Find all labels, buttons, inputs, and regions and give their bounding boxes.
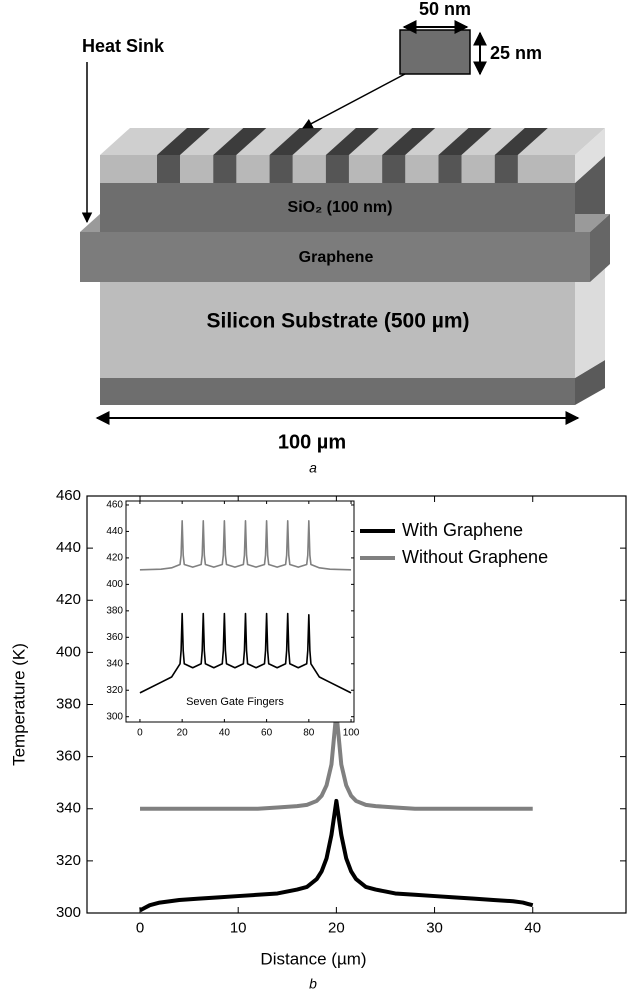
y-axis-label: Temperature (K) xyxy=(9,643,28,766)
heat-sink-label: Heat Sink xyxy=(82,36,165,56)
y-tick-label: 400 xyxy=(56,643,81,660)
oxide-label: SiO₂ (100 nm) xyxy=(288,199,393,216)
y-tick-label: 460 xyxy=(106,500,123,511)
x-tick-label: 80 xyxy=(303,728,315,739)
gate-finger xyxy=(157,155,180,183)
x-tick-label: 40 xyxy=(219,728,231,739)
y-tick-label: 420 xyxy=(56,591,81,608)
gate-cross-section xyxy=(400,30,470,74)
y-tick-label: 360 xyxy=(106,632,123,643)
y-tick-label: 340 xyxy=(56,800,81,817)
x-tick-label: 0 xyxy=(136,919,144,936)
substrate-label: Silicon Substrate (500 µm) xyxy=(206,310,469,333)
y-tick-label: 380 xyxy=(56,695,81,712)
x-tick-label: 40 xyxy=(524,919,541,936)
length-label: 100 µm xyxy=(278,431,346,453)
pointer-arrow xyxy=(303,74,405,128)
gate-finger xyxy=(213,155,236,183)
x-tick-label: 30 xyxy=(426,919,443,936)
caption: a xyxy=(309,460,317,476)
x-tick-label: 20 xyxy=(177,728,189,739)
y-tick-label: 300 xyxy=(56,904,81,921)
width-label: 50 nm xyxy=(419,0,471,19)
device-diagram: Heat Sink 50 nm 25 nm SiO₂ (100 nm) Grap… xyxy=(80,0,610,476)
y-tick-label: 440 xyxy=(56,539,81,556)
y-tick-label: 360 xyxy=(56,748,81,765)
y-tick-label: 380 xyxy=(106,605,123,616)
annotation: Seven Gate Fingers xyxy=(186,696,284,708)
gate-finger xyxy=(382,155,405,183)
bottom-layer xyxy=(100,378,575,405)
y-tick-label: 460 xyxy=(56,487,81,504)
gate-finger xyxy=(270,155,293,183)
legend-label: Without Graphene xyxy=(402,547,548,567)
y-tick-label: 300 xyxy=(106,711,123,722)
gate-finger xyxy=(326,155,349,183)
y-tick-label: 320 xyxy=(106,685,123,696)
y-tick-label: 400 xyxy=(106,579,123,590)
x-tick-label: 0 xyxy=(137,728,143,739)
plot-frame xyxy=(126,501,354,722)
graphene-label: Graphene xyxy=(299,249,374,266)
x-tick-label: 20 xyxy=(328,919,345,936)
caption: b xyxy=(309,976,317,990)
y-tick-label: 440 xyxy=(106,526,123,537)
x-tick-label: 10 xyxy=(230,919,247,936)
y-tick-label: 340 xyxy=(106,658,123,669)
height-label: 25 nm xyxy=(490,43,542,63)
x-tick-label: 60 xyxy=(261,728,273,739)
legend-label: With Graphene xyxy=(402,520,523,540)
gate-finger xyxy=(439,155,462,183)
gate-finger xyxy=(495,155,518,183)
figure: Heat Sink 50 nm 25 nm SiO₂ (100 nm) Grap… xyxy=(0,0,627,990)
x-tick-label: 100 xyxy=(343,728,360,739)
x-axis-label: Distance (µm) xyxy=(260,949,366,968)
y-tick-label: 420 xyxy=(106,553,123,564)
y-tick-label: 320 xyxy=(56,852,81,869)
